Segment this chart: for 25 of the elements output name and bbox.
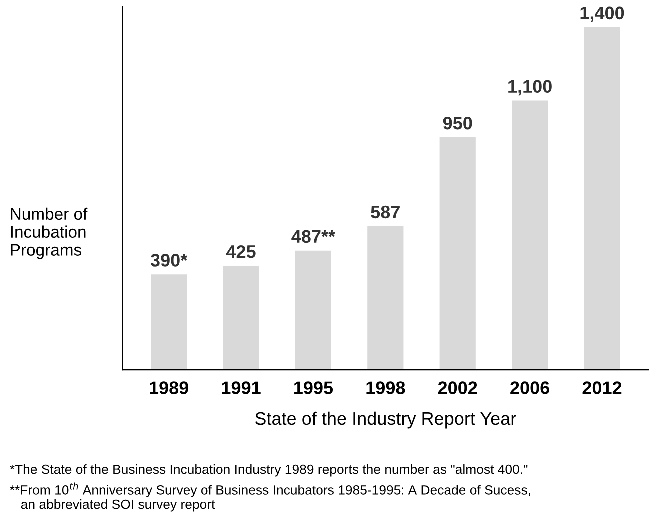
bar: [512, 100, 548, 370]
bar: [223, 266, 260, 370]
x-axis-title: State of the Industry Report Year: [255, 412, 516, 429]
text: **From 10$^{th}$ Anniversary Survey of Business Incubators 1985-1995: A Decade of Sucess, an abbreviated SOI survey report: [10, 482, 530, 512]
text: *The State of the Business Incubation Industry 1989 reports the number as "almost 400.": [10, 464, 528, 477]
bar: [440, 137, 476, 370]
bar: [368, 226, 404, 370]
bar: [151, 274, 188, 370]
data-label: 950: [443, 116, 472, 130]
x-tick-label: 1989: [150, 382, 188, 394]
x-tick-label: 1998: [366, 382, 406, 394]
bar: [584, 27, 620, 370]
data-label: 487**: [292, 230, 336, 244]
data-label: 1,100: [508, 80, 552, 96]
x-tick-label: 2002: [438, 382, 478, 394]
bar: [295, 250, 332, 370]
data-label: 587: [371, 206, 400, 219]
x-tick-label: 1995: [294, 382, 334, 394]
x-tick-label: 2006: [510, 382, 550, 394]
data-label: 390*: [150, 254, 188, 267]
x-tick-label: 2012: [582, 382, 622, 394]
y-axis-title: Number of Incubation Programs: [11, 208, 88, 260]
data-label: 425: [226, 245, 256, 258]
data-label: 1,400: [580, 6, 624, 22]
x-tick-label: 1991: [222, 382, 261, 394]
